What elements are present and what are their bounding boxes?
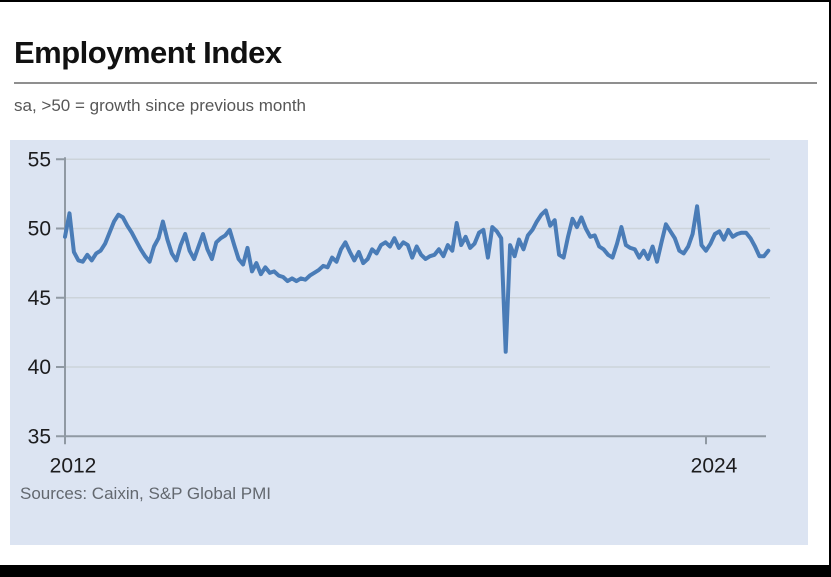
y-axis-label-50: 50 bbox=[28, 218, 51, 241]
page-title: Employment Index bbox=[14, 34, 282, 70]
employment-index-line-chart: 55 50 45 40 35 2012 2024 bbox=[28, 148, 771, 477]
sources-caption: Sources: Caixin, S&P Global PMI bbox=[20, 484, 272, 503]
x-axis-label-2024: 2024 bbox=[691, 454, 738, 477]
frame-border-top bbox=[0, 0, 831, 2]
y-axis-label-45: 45 bbox=[28, 287, 51, 310]
y-axis-label-55: 55 bbox=[28, 148, 51, 171]
letterbox-bar bbox=[0, 565, 831, 577]
frame-border-right bbox=[829, 0, 831, 577]
y-axis-label-40: 40 bbox=[28, 356, 51, 379]
employment-index-series-line bbox=[63, 204, 771, 354]
chart-subtitle: sa, >50 = growth since previous month bbox=[14, 96, 306, 115]
title-divider bbox=[14, 82, 817, 84]
chart-panel: 55 50 45 40 35 2012 2024 bbox=[10, 140, 808, 545]
x-axis-label-2012: 2012 bbox=[50, 454, 97, 477]
y-axis-label-35: 35 bbox=[28, 425, 51, 448]
